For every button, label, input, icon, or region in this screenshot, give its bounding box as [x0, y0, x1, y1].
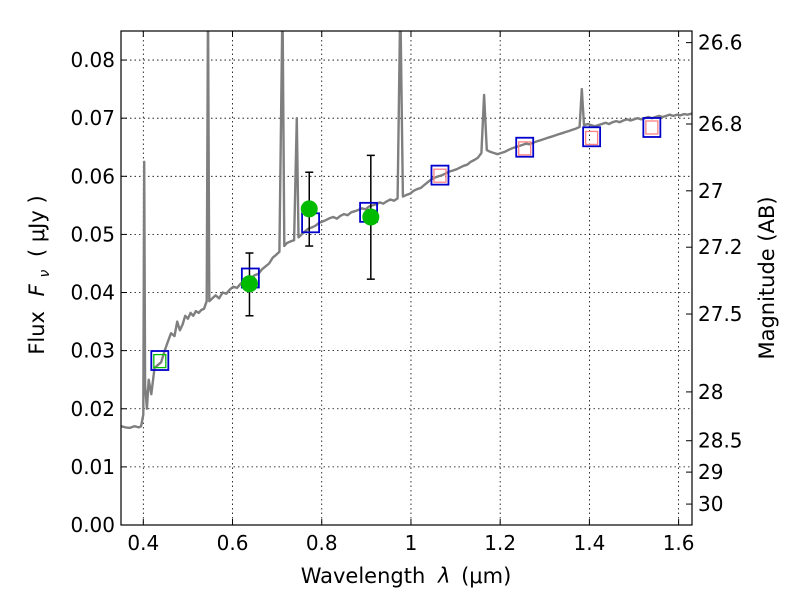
y-tick-label: 0.07	[70, 106, 115, 130]
plot-area	[121, 31, 692, 430]
mag-tick-label: 28	[698, 380, 723, 404]
mag-tick-label: 26.8	[698, 112, 743, 136]
mag-tick-label: 30	[698, 492, 723, 516]
model-photometry-point	[642, 117, 662, 138]
observed-photometry-point	[240, 275, 258, 293]
inner-square-point	[518, 141, 532, 156]
model-photometry-point	[150, 350, 170, 371]
x-tick-label: 0.8	[306, 531, 338, 555]
mag-tick-label: 27	[698, 179, 723, 203]
model-photometry-point	[515, 136, 535, 158]
observed-photometry-point	[300, 200, 318, 218]
y-tick-label: 0.01	[70, 455, 115, 479]
x-tick-label: 1.2	[484, 531, 516, 555]
spectrum-line	[121, 31, 692, 430]
x-tick-label: 0.6	[217, 531, 249, 555]
axis-ticks: 0.4 0.6 0.8 1 1.2 1.4 1.6 0.00 0.01 0.02 0.03 0.04 0…	[70, 31, 742, 555]
mag-tick-label: 26.6	[698, 31, 743, 55]
x-tick-label: 1.4	[573, 531, 605, 555]
mag-tick-label: 29	[698, 460, 723, 484]
y-tick-label: 0.08	[70, 48, 115, 72]
y-tick-label: 0.02	[70, 397, 115, 421]
x-axis-label: Wavelength λ (μm)	[301, 564, 512, 588]
right-axis-label: Magnitude (AB)	[755, 196, 779, 359]
inner-square-point	[153, 353, 167, 369]
x-tick-label: 1.6	[663, 531, 695, 555]
y-tick-label: 0.05	[70, 222, 115, 246]
observed-photometry-point	[362, 208, 380, 226]
plot-frame	[120, 30, 693, 526]
y-tick-label: 0.00	[70, 513, 115, 537]
inner-square-point	[584, 130, 599, 146]
y-tick-label: 0.03	[70, 339, 115, 363]
inner-square-point	[645, 120, 659, 135]
inner-square-point	[433, 168, 447, 183]
mag-tick-label: 27.5	[698, 302, 743, 326]
mag-tick-label: 28.5	[698, 429, 743, 453]
mag-tick-label: 27.2	[698, 235, 743, 259]
x-tick-label: 0.4	[127, 531, 159, 555]
model-photometry-point	[430, 164, 450, 186]
model-photometry-point	[582, 126, 602, 148]
x-tick-label: 1	[405, 531, 418, 555]
y-axis-label: Flux F ν ( μJy )	[25, 195, 54, 354]
y-tick-label: 0.06	[70, 164, 115, 188]
y-tick-label: 0.04	[70, 281, 115, 305]
